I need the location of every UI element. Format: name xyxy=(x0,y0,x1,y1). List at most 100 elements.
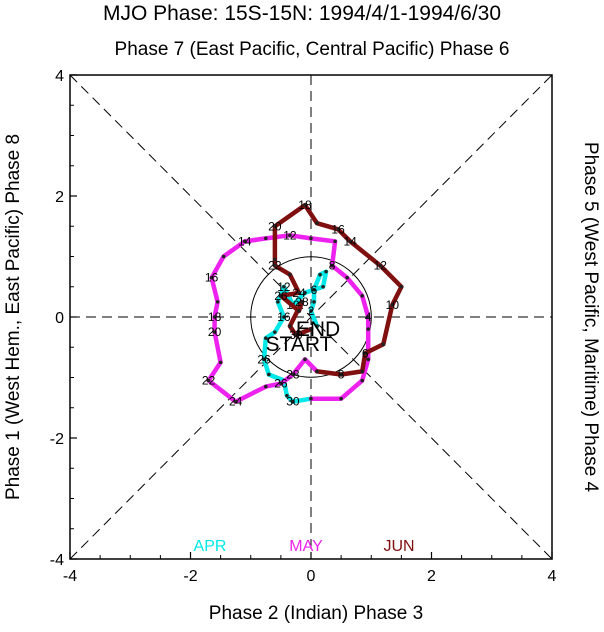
day-label: 26 xyxy=(257,352,271,366)
day-label: 16 xyxy=(331,222,345,236)
day-label: 12 xyxy=(374,259,388,273)
trajectory-point xyxy=(309,327,313,331)
trajectory-point xyxy=(339,396,343,401)
trajectory-point xyxy=(206,378,211,383)
bottom-phase-label: Phase 2 (Indian) Phase 3 xyxy=(209,603,423,624)
trajectory-point xyxy=(366,327,371,331)
trajectory-point xyxy=(315,221,319,226)
legend-may: MAY xyxy=(289,538,323,555)
y-tick-label: 0 xyxy=(55,310,64,327)
y-tick-label: 4 xyxy=(55,68,64,85)
trajectory-point xyxy=(318,272,322,277)
trajectory-point xyxy=(264,384,268,389)
x-tick-label: 4 xyxy=(548,568,557,585)
trajectory-point xyxy=(294,333,298,337)
trajectory-point xyxy=(218,360,223,365)
trajectory-point xyxy=(315,369,319,374)
trajectory-point xyxy=(279,294,283,298)
legend-apr: APR xyxy=(194,538,227,555)
day-label: 18 xyxy=(298,198,312,212)
day-label: 26 xyxy=(274,289,288,303)
trajectory-point xyxy=(291,372,295,377)
day-label: 12 xyxy=(283,228,297,242)
trajectory-point xyxy=(315,324,319,328)
day-label: 18 xyxy=(208,310,222,324)
day-label: 22 xyxy=(202,374,216,388)
trajectory-point xyxy=(303,291,307,295)
trajectory-point xyxy=(339,372,343,377)
trajectory-point xyxy=(279,381,283,386)
trajectory-point xyxy=(378,263,383,268)
trajectory-point xyxy=(381,342,386,347)
day-label: 4 xyxy=(365,310,372,324)
day-label: 20 xyxy=(208,325,222,339)
day-label: 28 xyxy=(286,367,300,381)
trajectory-point xyxy=(282,315,286,319)
trajectory-point xyxy=(273,224,277,229)
trajectory-point xyxy=(333,239,337,244)
trajectory-point xyxy=(330,263,334,268)
trajectory-point xyxy=(366,357,371,362)
trajectory-point xyxy=(212,330,217,334)
end-marker: END xyxy=(296,318,340,341)
trajectory-point xyxy=(212,315,217,319)
y-tick-label: 2 xyxy=(55,189,64,206)
trajectory-point xyxy=(288,233,292,238)
trajectory-point xyxy=(242,239,247,244)
day-label: 30 xyxy=(286,395,300,409)
x-tick-label: 0 xyxy=(307,568,316,585)
trajectory-point xyxy=(285,393,289,398)
unit-amplitude-circle xyxy=(250,256,372,378)
chart-title: MJO Phase: 15S-15N: 1994/4/1-1994/6/30 xyxy=(103,2,501,25)
trajectory-point xyxy=(221,254,226,259)
x-tick-label: -2 xyxy=(183,568,197,585)
trajectory-point xyxy=(215,300,220,304)
day-label: 2 xyxy=(308,304,315,318)
trajectory-point xyxy=(288,272,292,277)
day-label: 8 xyxy=(338,367,345,381)
left-phase-label: Phase 1 (West Hem., East Pacific) Phase … xyxy=(3,134,24,500)
trajectory-point xyxy=(276,300,280,304)
day-label: 6 xyxy=(311,283,318,297)
trajectory-point xyxy=(233,399,238,404)
trajectory-point xyxy=(399,284,404,289)
trajectory-point xyxy=(300,300,304,304)
top-phase-label: Phase 7 (East Pacific, Central Pacific) … xyxy=(115,39,510,60)
trajectory-point xyxy=(273,330,277,334)
trajectory-point xyxy=(312,300,316,304)
day-label: 6 xyxy=(362,346,369,360)
trajectory-point xyxy=(282,284,286,289)
day-label: 16 xyxy=(205,271,219,285)
x-tick-label: -4 xyxy=(63,568,77,585)
trajectory-point xyxy=(345,275,349,280)
day-label: 8 xyxy=(329,259,336,273)
trajectory-point xyxy=(303,357,307,362)
x-tick-label: 2 xyxy=(427,568,436,585)
day-label: 30 xyxy=(289,328,303,342)
trajectory-point xyxy=(360,294,365,298)
trajectory-point xyxy=(297,291,301,295)
day-label: 22 xyxy=(268,259,282,273)
legend-jun: JUN xyxy=(383,538,414,555)
trajectory-point xyxy=(273,263,277,268)
month-legend: APR MAY JUN xyxy=(194,538,415,555)
trajectory-point xyxy=(309,236,313,241)
trajectory-point xyxy=(309,396,313,401)
trajectory-point xyxy=(297,309,301,313)
trajectory-point xyxy=(262,357,266,362)
trajectory-point xyxy=(312,287,316,292)
day-label: 14 xyxy=(238,234,252,248)
day-label: 28 xyxy=(295,295,309,309)
day-label: 16 xyxy=(277,310,291,324)
trajectory-point xyxy=(366,315,371,319)
right-phase-label: Phase 5 (West Pacific, Maritime) Phase 4 xyxy=(580,142,601,493)
trajectory-point xyxy=(291,399,295,404)
day-label: 10 xyxy=(386,298,400,312)
start-marker: START xyxy=(266,333,333,356)
trajectory-point xyxy=(264,336,268,340)
